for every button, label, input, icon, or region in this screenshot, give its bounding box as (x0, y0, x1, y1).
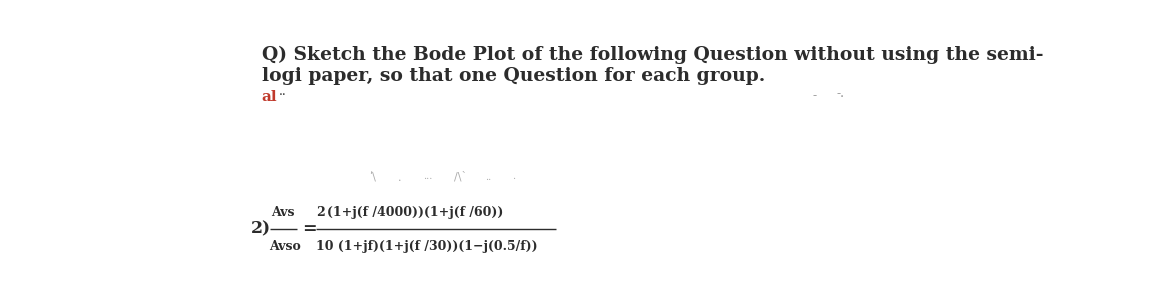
Text: .: . (399, 173, 402, 183)
Text: ..: .. (485, 173, 491, 182)
Text: al: al (262, 90, 278, 104)
Text: Avso: Avso (270, 240, 302, 253)
Text: ...: ... (423, 172, 432, 181)
Text: ʹ\: ʹ\ (369, 172, 376, 182)
Text: 2): 2) (251, 220, 271, 237)
Text: -.: -. (836, 87, 844, 100)
Text: -: - (812, 89, 816, 102)
Text: Q) Sketch the Bode Plot of the following Question without using the semi-: Q) Sketch the Bode Plot of the following… (262, 46, 1044, 64)
Text: ··: ·· (279, 90, 287, 102)
Text: .: . (513, 172, 515, 181)
Text: =: = (302, 220, 317, 237)
Text: /\`: /\` (454, 171, 467, 182)
Text: 2: 2 (316, 206, 325, 219)
Text: (1+j(f /4000))(1+j(f /60)): (1+j(f /4000))(1+j(f /60)) (327, 206, 503, 219)
Text: 10 (1+jf)(1+j(f /30))(1−j(0.5/f)): 10 (1+jf)(1+j(f /30))(1−j(0.5/f)) (316, 240, 538, 253)
Text: Avs: Avs (271, 206, 295, 219)
Text: logi paper, so that one Question for each group.: logi paper, so that one Question for eac… (262, 67, 765, 85)
